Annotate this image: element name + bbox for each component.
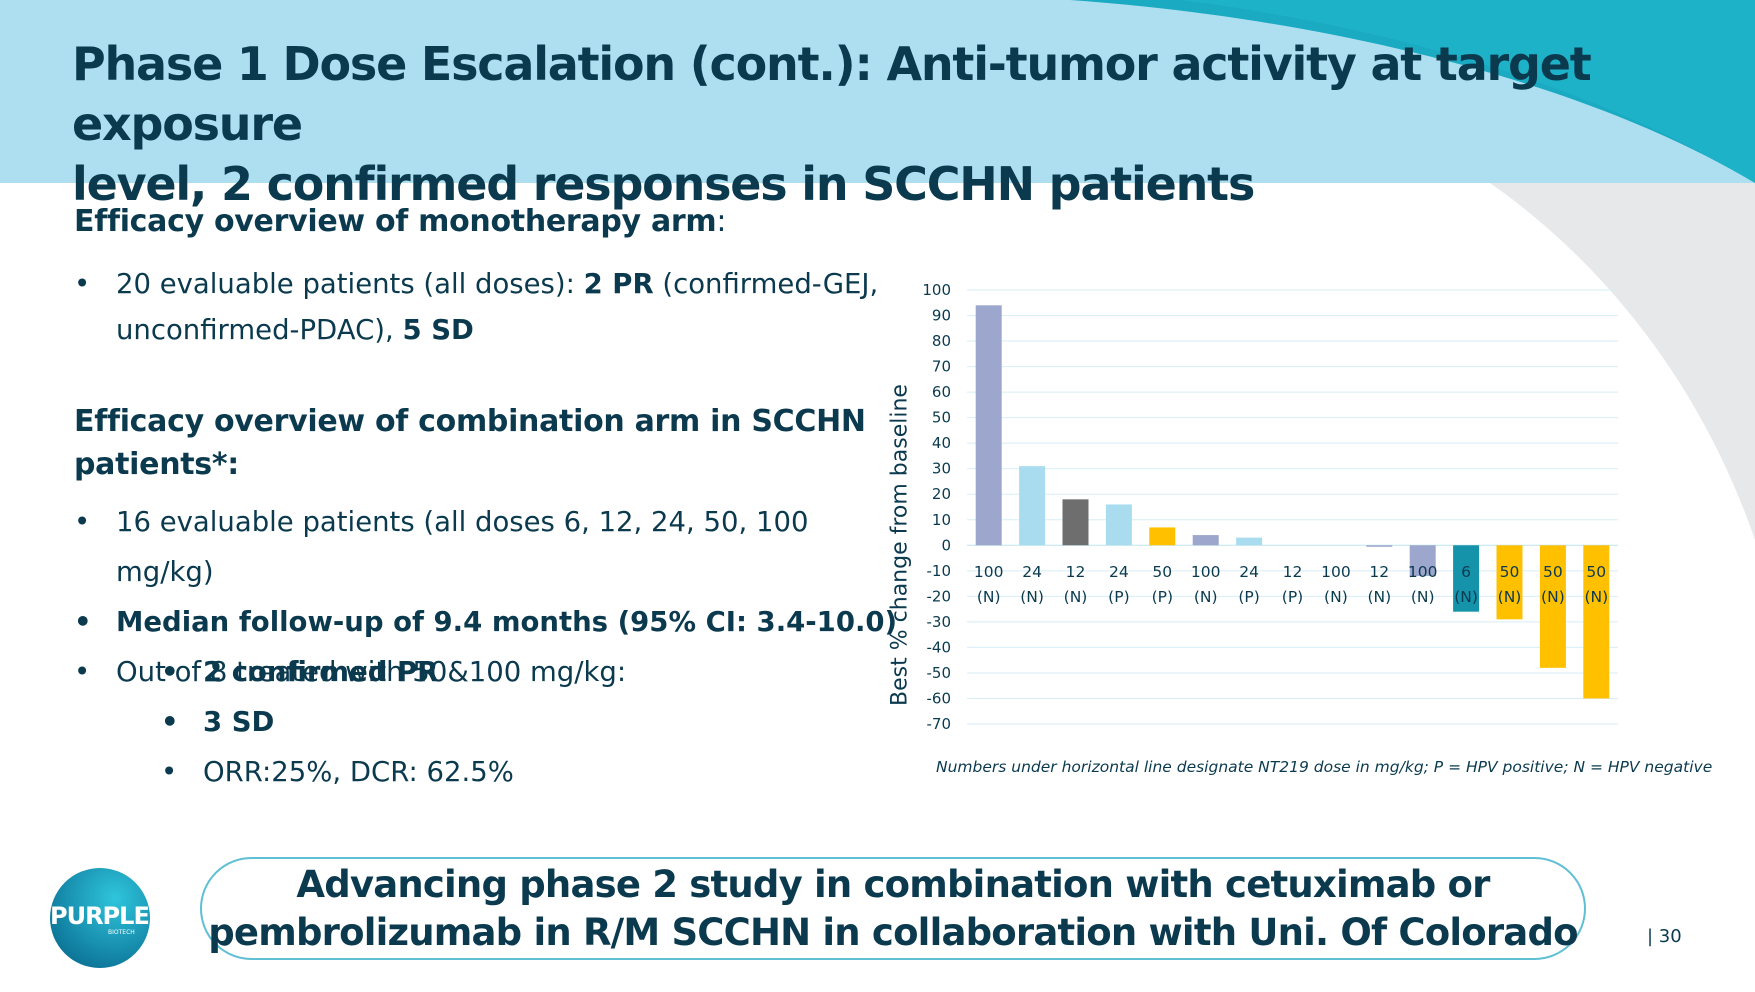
logo-text: PURPLE bbox=[50, 902, 150, 930]
bullet-text: 20 evaluable patients (all doses): bbox=[116, 268, 584, 300]
sub-bullet-confirmed-pr: 2 confirmed PR bbox=[161, 647, 761, 697]
title-line-2: level, 2 confirmed responses in SCCHN pa… bbox=[72, 157, 1255, 211]
cta-banner: Advancing phase 2 study in combination w… bbox=[200, 857, 1586, 960]
bullet-text: 3 SD bbox=[203, 706, 275, 738]
monotherapy-heading-suffix: : bbox=[716, 204, 727, 239]
page-number: | 30 bbox=[1647, 926, 1682, 947]
bullet-bold-pr: 2 PR bbox=[583, 268, 654, 300]
combination-heading-suffix: *: bbox=[211, 447, 239, 482]
page-title: Phase 1 Dose Escalation (cont.): Anti-tu… bbox=[72, 34, 1692, 214]
combination-sub-bullets: 2 confirmed PR 3 SD ORR:25%, DCR: 62.5% bbox=[161, 647, 761, 797]
combination-heading: Efficacy overview of combination arm in … bbox=[74, 400, 866, 486]
monotherapy-heading-text: Efficacy overview of monotherapy arm bbox=[74, 204, 717, 239]
bullet-text: 2 confirmed PR bbox=[203, 656, 439, 688]
bullet-text: 16 evaluable patients (all doses 6, 12, … bbox=[116, 506, 809, 588]
logo-circle bbox=[50, 868, 150, 968]
monotherapy-bullets: 20 evaluable patients (all doses): 2 PR … bbox=[74, 261, 894, 353]
monotherapy-heading: Efficacy overview of monotherapy arm: bbox=[74, 200, 726, 243]
cta-text: Advancing phase 2 study in combination w… bbox=[208, 862, 1578, 954]
title-line-1: Phase 1 Dose Escalation (cont.): Anti-tu… bbox=[72, 37, 1592, 151]
bullet-bold-sd: 5 SD bbox=[402, 314, 474, 346]
bullet-text: unconfirmed-PDAC), bbox=[116, 314, 403, 346]
combination-bullet-2: Median follow-up of 9.4 months (95% CI: … bbox=[74, 597, 914, 647]
chart-y-axis-label: Best % change from baseline bbox=[887, 384, 913, 706]
combination-heading-line-1: Efficacy overview of combination arm in … bbox=[74, 404, 866, 439]
monotherapy-bullet-1: 20 evaluable patients (all doses): 2 PR … bbox=[74, 261, 894, 353]
combination-bullet-1: 16 evaluable patients (all doses 6, 12, … bbox=[74, 497, 914, 597]
combination-heading-line-2: patients bbox=[74, 447, 212, 482]
chart-footnote: Numbers under horizontal line designate … bbox=[936, 758, 1713, 776]
sub-bullet-orr-dcr: ORR:25%, DCR: 62.5% bbox=[161, 747, 761, 797]
bullet-text: ORR:25%, DCR: 62.5% bbox=[203, 756, 514, 788]
bullet-text: (confirmed-GEJ, bbox=[653, 268, 879, 300]
sub-bullet-sd: 3 SD bbox=[161, 697, 761, 747]
purple-biotech-logo: PURPLE BIOTECH bbox=[50, 868, 150, 968]
logo-subtext: BIOTECH bbox=[108, 929, 135, 936]
bullet-text: Median follow-up of 9.4 months (95% CI: … bbox=[116, 606, 898, 638]
